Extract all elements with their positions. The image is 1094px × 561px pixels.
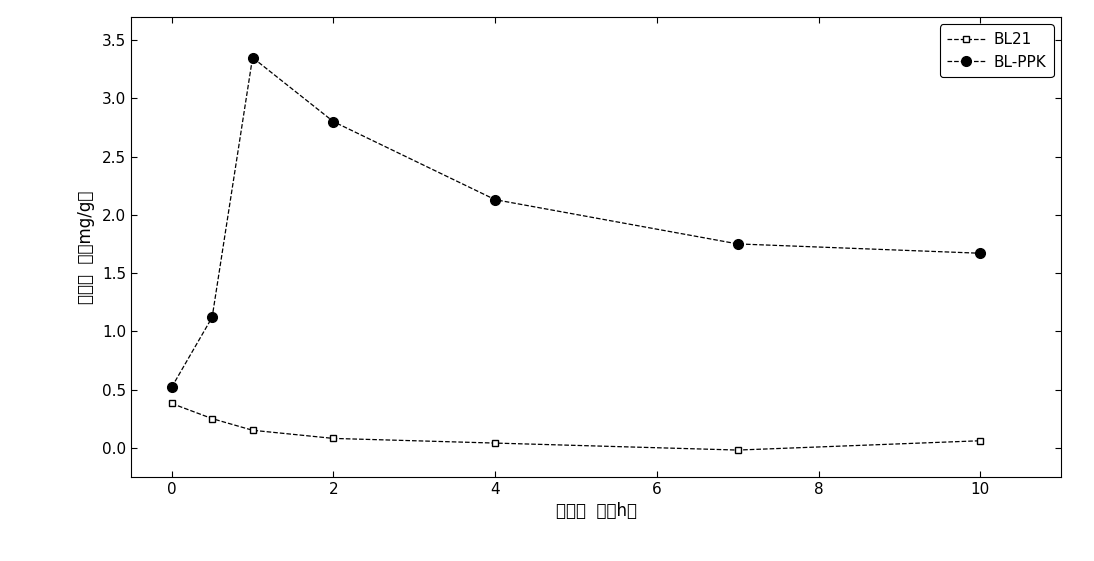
Y-axis label: 聚磷浓  度（mg/g）: 聚磷浓 度（mg/g） (78, 190, 95, 304)
BL21 (489, 440, 502, 447)
BL-PPK (327, 118, 340, 125)
Line: BL21: BL21 (168, 400, 984, 453)
BL-PPK (974, 250, 987, 256)
BL-PPK (206, 314, 219, 321)
BL21 (246, 427, 259, 434)
X-axis label: 培养时  间（h）: 培养时 间（h） (556, 502, 637, 520)
BL21 (165, 400, 178, 407)
BL-PPK (731, 241, 744, 247)
BL-PPK (489, 196, 502, 203)
BL-PPK (165, 384, 178, 390)
BL21 (974, 438, 987, 444)
BL21 (327, 435, 340, 442)
Legend: BL21, BL-PPK: BL21, BL-PPK (940, 25, 1054, 77)
BL21 (206, 415, 219, 422)
BL-PPK (246, 54, 259, 61)
Line: BL-PPK: BL-PPK (167, 53, 986, 392)
BL21 (731, 447, 744, 453)
